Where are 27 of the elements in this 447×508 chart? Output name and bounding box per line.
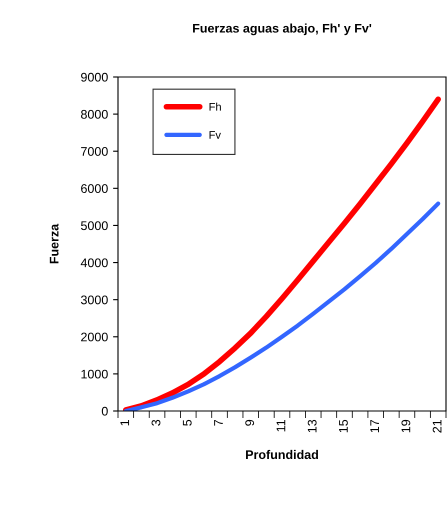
chart-title: Fuerzas aguas abajo, Fh' y Fv' (193, 23, 372, 36)
y-tick-label: 3000 (80, 295, 108, 304)
x-tick-label: 3 (152, 420, 160, 426)
y-tick-label: 1000 (81, 370, 108, 379)
y-tick-label: 5000 (80, 221, 108, 230)
y-tick-label: 0 (102, 406, 108, 416)
legend-label: Fh (210, 102, 221, 111)
y-tick-label: 7000 (81, 147, 108, 156)
x-axis-title: Profundidad (246, 450, 318, 460)
x-tick-label: 7 (214, 420, 223, 426)
x-tick-label: 21 (432, 420, 442, 433)
y-axis-title: Fuerza (50, 224, 59, 264)
y-tick-label: 2000 (81, 332, 108, 342)
y-tick-label: 6000 (81, 184, 108, 193)
x-tick-label: 5 (182, 420, 192, 426)
y-tick-label: 9000 (81, 72, 108, 82)
x-tick-label: 9 (245, 420, 254, 426)
x-tick-label: 11 (276, 420, 286, 432)
line-series (124, 201, 440, 411)
x-tick-label: 17 (370, 420, 379, 432)
x-tick-label: 15 (339, 420, 348, 432)
legend-label: Fv (210, 131, 221, 139)
y-tick-label: 8000 (81, 110, 108, 119)
x-tick-label: 19 (401, 420, 410, 432)
y-tick-label: 4000 (80, 258, 108, 268)
x-tick-label: 13 (308, 420, 317, 432)
x-tick-label: 1 (120, 420, 130, 426)
